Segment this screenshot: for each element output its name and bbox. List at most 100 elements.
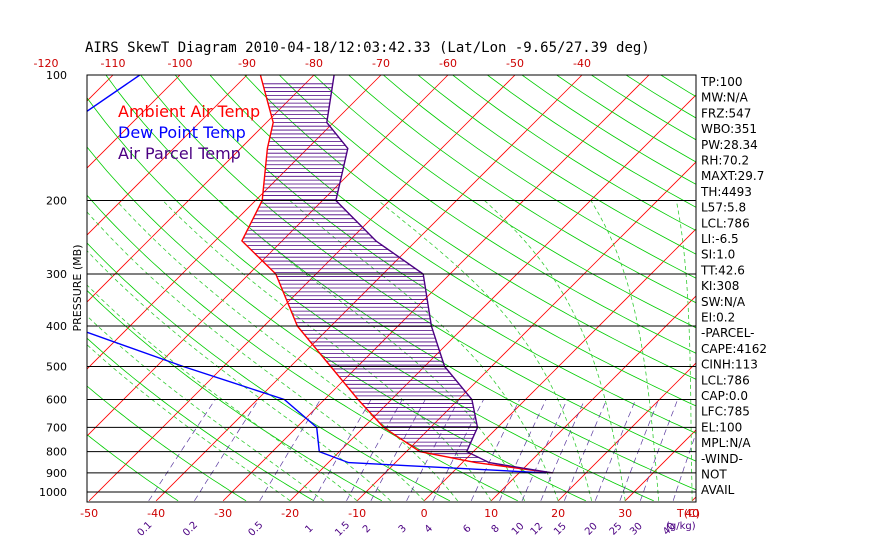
mixing-ratio-axis-label: (g/kg) [666, 521, 696, 532]
index-label: TT:42.6 [700, 263, 745, 277]
moist-adiabat [590, 200, 660, 501]
mixing-ratio-line [619, 399, 659, 501]
dry-adiabat [87, 194, 518, 502]
bottom-temp-tick-label: -30 [214, 507, 232, 520]
dry-adiabat [313, 75, 696, 329]
dry-adiabat [174, 75, 696, 434]
bottom-temp-tick-label: -20 [281, 507, 299, 520]
index-label: MPL:N/A [701, 436, 751, 450]
dry-adiabat [209, 75, 696, 407]
mixing-ratio-line [370, 399, 426, 501]
mixing-ratio-line [148, 399, 216, 501]
bottom-temp-tick-label: 40 [685, 507, 699, 520]
top-temp-tick-label: -70 [372, 57, 390, 70]
mixing-ratio-tick-label: 0.5 [246, 520, 265, 539]
index-label: EI:0.2 [701, 311, 735, 325]
top-temp-tick-label: -60 [439, 57, 457, 70]
isotherm [826, 75, 870, 501]
dry-adiabat [417, 75, 696, 255]
mixing-ratio-line [540, 399, 586, 501]
moist-adiabat [87, 284, 358, 502]
index-label: SI:1.0 [701, 248, 735, 262]
dry-adiabat [660, 75, 696, 97]
dry-adiabat [87, 242, 451, 502]
moist-adiabat [116, 200, 459, 502]
mixing-ratio-tick-label: 20 [583, 521, 600, 538]
mixing-ratio-line [406, 399, 460, 501]
mixing-ratio-line [346, 399, 403, 501]
dry-adiabat [487, 75, 696, 208]
mixing-ratio-line [470, 399, 520, 501]
isotherm [490, 295, 696, 502]
dry-adiabat [279, 75, 696, 354]
index-label: TH:4493 [700, 185, 752, 199]
pressure-tick-label: 800 [46, 446, 67, 459]
mixing-ratio-line [312, 399, 372, 501]
bottom-temp-tick-label: -50 [80, 507, 98, 520]
top-temp-tick-label: -50 [506, 57, 524, 70]
bottom-temp-tick-label: 30 [618, 507, 632, 520]
isotherm [87, 75, 315, 303]
legend: Ambient Air Temp Dew Point Temp Air Parc… [118, 102, 260, 163]
index-label: NOT [701, 468, 727, 482]
index-label: LI:-6.5 [701, 232, 739, 246]
mixing-ratio-line [499, 399, 547, 501]
bottom-temp-tick-label: 10 [484, 507, 498, 520]
index-label: WBO:351 [701, 122, 757, 136]
mixing-ratio-tick-label: 1.5 [333, 520, 352, 539]
moist-adiabat [219, 200, 526, 502]
pressure-tick-label: 600 [46, 393, 67, 406]
moist-adiabat [162, 200, 492, 502]
top-temp-tick-label: -40 [573, 57, 591, 70]
moist-adiabat [289, 200, 559, 501]
mixing-ratio-tick-label: 0.2 [181, 520, 200, 539]
index-label: CAPE:4162 [701, 342, 767, 356]
dry-adiabat [87, 434, 179, 502]
mixing-ratio-tick-label: 4 [423, 523, 435, 535]
index-label: MW:N/A [701, 91, 749, 105]
mixing-ratio-tick-label: 0.1 [135, 520, 154, 539]
isotherm [423, 228, 696, 502]
dry-adiabat [383, 75, 696, 279]
dry-adiabat [244, 75, 696, 380]
isotherm [87, 75, 181, 169]
mixing-ratio-tick-label: 2 [361, 523, 373, 535]
mixing-ratio-tick-label: 12 [529, 521, 546, 538]
mixing-ratio-tick-label: 25 [608, 521, 625, 538]
bottom-temp-tick-label: 20 [551, 507, 565, 520]
mixing-ratio-line [521, 399, 568, 501]
isotherm [759, 75, 870, 501]
pressure-tick-label: 700 [46, 421, 67, 434]
dry-adiabat [87, 385, 247, 502]
index-label: CINH:113 [701, 358, 758, 372]
mixing-ratio-tick-label: 3 [397, 523, 409, 535]
mixing-ratio-line [259, 399, 321, 501]
dry-adiabat [87, 337, 315, 502]
moist-adiabat [675, 200, 693, 501]
top-temp-tick-label: -80 [305, 57, 323, 70]
index-label: EL:100 [701, 420, 742, 434]
legend-parcel: Air Parcel Temp [118, 144, 241, 163]
bottom-temp-tick-label: -10 [348, 507, 366, 520]
cape-hatch [242, 83, 530, 470]
index-label: -PARCEL- [701, 326, 755, 340]
mixing-ratio-line [194, 399, 259, 501]
mixing-ratio-line [672, 432, 696, 501]
mixing-ratio-tick-label: 6 [461, 523, 473, 535]
top-temp-tick-label: -110 [101, 57, 126, 70]
index-label: FRZ:547 [701, 106, 751, 120]
mixing-ratio-tick-label: 30 [628, 521, 645, 538]
index-label: L57:5.8 [701, 201, 746, 215]
dry-adiabat [105, 75, 696, 491]
pressure-tick-label: 100 [46, 69, 67, 82]
index-label: CAP:0.0 [701, 389, 748, 403]
moist-adiabat [87, 315, 324, 502]
index-label: KI:308 [701, 279, 739, 293]
x-axis-label: T(C) [676, 507, 700, 520]
index-label: AVAIL [701, 483, 735, 497]
isotherm [222, 75, 650, 502]
mixing-ratio-line [594, 399, 637, 501]
index-label: SW:N/A [701, 295, 746, 309]
mixing-ratio-line [639, 399, 679, 501]
